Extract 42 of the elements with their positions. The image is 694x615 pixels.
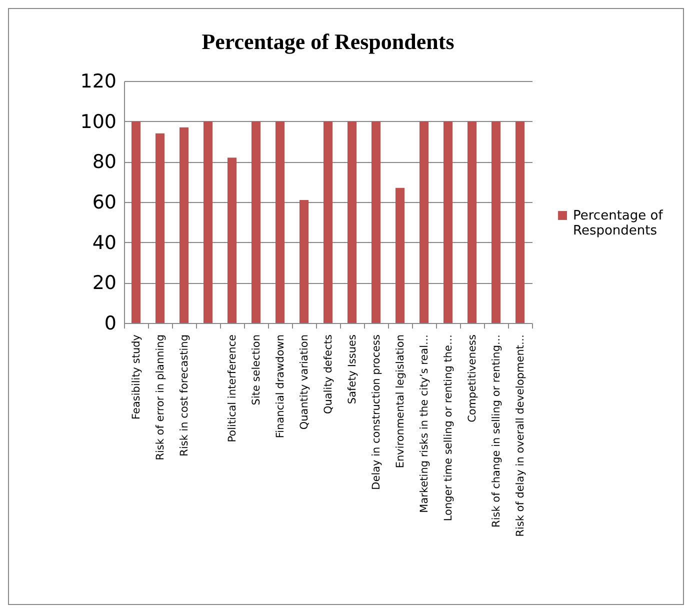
x-tick-label: Quality defects bbox=[322, 334, 334, 414]
bar bbox=[516, 121, 524, 323]
bar bbox=[228, 158, 236, 323]
bar bbox=[132, 121, 140, 323]
bar bbox=[492, 121, 500, 323]
bar bbox=[396, 188, 404, 323]
bar bbox=[276, 121, 284, 323]
y-tick-label: 100 bbox=[80, 110, 116, 133]
x-tick-label: Longer time selling or renting the… bbox=[442, 334, 454, 522]
x-tick-label: Financial drawdown bbox=[274, 334, 286, 438]
bar bbox=[204, 121, 212, 323]
bar bbox=[372, 121, 380, 323]
x-tick-label: Risk of error in planning bbox=[154, 334, 166, 460]
x-tick-label: Risk of change in selling or renting… bbox=[490, 334, 502, 528]
y-tick-label: 40 bbox=[92, 232, 116, 254]
x-tick-label: Risk in cost forecasting bbox=[178, 334, 190, 456]
y-tick-label: 120 bbox=[80, 70, 116, 92]
x-tick-label: Safety Issues bbox=[346, 334, 358, 404]
bar bbox=[420, 121, 428, 323]
y-tick-label: 60 bbox=[92, 192, 116, 214]
y-tick-label: 80 bbox=[92, 151, 116, 174]
x-tick-label: Feasibility study bbox=[130, 334, 142, 420]
bar bbox=[300, 200, 308, 323]
x-tick-label: Delay in construction process bbox=[370, 334, 382, 490]
legend-label: Percentage of Respondents bbox=[573, 208, 664, 238]
chart-title: Percentage of Respondents bbox=[202, 29, 455, 54]
x-tick-label: Quantity variation bbox=[298, 334, 310, 430]
x-tick-label: Site selection bbox=[250, 334, 262, 406]
y-tick-label: 0 bbox=[104, 312, 116, 334]
x-tick-label: Competitiveness bbox=[466, 334, 478, 422]
bar bbox=[444, 121, 452, 323]
x-tick-label: Environmental legislation bbox=[394, 334, 406, 468]
bar bbox=[252, 121, 260, 323]
bar bbox=[324, 121, 332, 323]
x-tick-label: Risk of delay in overall development… bbox=[514, 334, 526, 537]
bar bbox=[156, 133, 164, 323]
bar bbox=[348, 121, 356, 323]
x-tick-label: Political interference bbox=[226, 334, 238, 442]
x-tick-label: Marketing risks in the city’s real… bbox=[418, 334, 430, 513]
bar bbox=[180, 127, 188, 323]
bar bbox=[468, 121, 476, 323]
y-tick-label: 20 bbox=[92, 272, 116, 294]
